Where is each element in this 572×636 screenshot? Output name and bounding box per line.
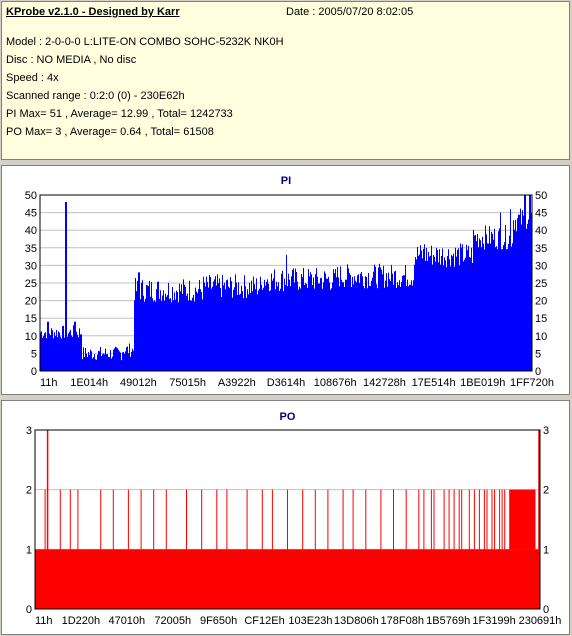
pi-y-tick-right: 25	[535, 278, 547, 290]
pi-y-tick-left: 20	[25, 296, 37, 308]
speed-line: Speed : 4x	[6, 72, 59, 84]
scan-date: Date : 2005/07/20 8:02:05	[286, 6, 414, 18]
pi-plot-border	[39, 194, 533, 372]
pi-y-tick-right: 15	[535, 313, 547, 325]
po-y-tick-right: 2	[543, 485, 549, 497]
disc-line: Disc : NO MEDIA , No disc	[6, 54, 137, 66]
pi-y-tick-right: 30	[535, 260, 547, 272]
pi-y-tick-right: 5	[535, 348, 541, 360]
pi-y-tick-right: 35	[535, 243, 547, 255]
po-stats-line: PO Max= 3 , Average= 0.64 , Total= 61508	[6, 126, 214, 138]
po-x-tick: 9F650h	[200, 615, 237, 627]
pi-y-tick-left: 10	[25, 331, 37, 343]
po-x-tick: 11h	[35, 615, 53, 627]
pi-y-tick-right: 40	[535, 225, 547, 237]
po-x-tick: CF12Eh	[244, 615, 284, 627]
po-y-tick-right: 1	[543, 544, 549, 556]
po-series-base	[35, 549, 540, 609]
pi-x-tick: 1FF720h	[510, 377, 554, 389]
pi-x-tick: D3614h	[267, 377, 306, 389]
pi-x-tick: 75015h	[169, 377, 206, 389]
pi-y-tick-left: 5	[31, 348, 37, 360]
po-x-tick: 1D220h	[62, 615, 101, 627]
pi-y-tick-right: 45	[535, 208, 547, 220]
pi-x-tick: 142728h	[363, 377, 406, 389]
pi-y-tick-left: 35	[25, 243, 37, 255]
po-x-tick: 72005h	[154, 615, 191, 627]
po-y-tick-right: 0	[543, 604, 549, 616]
po-chart-panel: PO 0 0 1 1 2 2 3 3 11h 1D220h 47010h 72005h 9F650h CF1…	[1, 400, 570, 635]
pi-x-tick: 17E514h	[412, 377, 456, 389]
po-series-dense-block	[509, 489, 535, 550]
po-y-tick-left: 3	[26, 425, 32, 437]
pi-chart-panel: PI 0 0 5 5 10 10 15 15 20 20 25 25 30 30 35 35 40 40 45 45 50…	[1, 165, 570, 395]
pi-x-tick: 49012h	[120, 377, 157, 389]
po-y-tick-left: 0	[26, 604, 32, 616]
po-series-spikes-3	[46, 430, 540, 550]
pi-y-tick-left: 0	[31, 366, 37, 378]
pi-x-tick: 108676h	[314, 377, 357, 389]
app-title: KProbe v2.1.0 - Designed by Karr	[6, 6, 180, 18]
pi-y-tick-right: 20	[535, 296, 547, 308]
pi-y-tick-right: 50	[535, 190, 547, 202]
po-chart: PO 0 0 1 1 2 2 3 3 11h 1D220h 47010h 72005h 9F650h CF1…	[26, 411, 562, 627]
pi-stats-line: PI Max= 51 , Average= 12.99 , Total= 124…	[6, 108, 233, 120]
po-x-tick: 1B5769h	[426, 615, 470, 627]
pi-x-tick: 11h	[40, 377, 58, 389]
pi-y-tick-left: 40	[25, 225, 37, 237]
info-panel: KProbe v2.1.0 - Designed by Karr Date : …	[1, 1, 570, 160]
po-x-tick: 47010h	[108, 615, 145, 627]
po-chart-title: PO	[280, 411, 296, 423]
po-x-tick: 13D806h	[334, 615, 379, 627]
po-x-tick: 230691h	[519, 615, 562, 627]
po-y-tick-left: 1	[26, 544, 32, 556]
pi-y-tick-left: 30	[25, 260, 37, 272]
scanned-range-line: Scanned range : 0:2:0 (0) - 230E62h	[6, 90, 185, 102]
pi-x-tick: A3922h	[218, 377, 256, 389]
po-x-tick: 178F08h	[381, 615, 424, 627]
pi-y-tick-right: 10	[535, 331, 547, 343]
po-plot-border	[34, 429, 541, 610]
pi-y-tick-right: 0	[535, 366, 541, 378]
model-line: Model : 2-0-0-0 L:LITE-ON COMBO SOHC-523…	[6, 36, 284, 48]
pi-x-tick: 1E014h	[70, 377, 108, 389]
po-x-tick: 1F3199h	[472, 615, 515, 627]
pi-x-tick: 1BE019h	[460, 377, 505, 389]
pi-y-tick-left: 15	[25, 313, 37, 325]
po-x-tick: 103E23h	[288, 615, 332, 627]
pi-chart: PI 0 0 5 5 10 10 15 15 20 20 25 25 30 30 35 35 40 40 45 45 50…	[25, 175, 554, 389]
pi-y-tick-left: 50	[25, 190, 37, 202]
pi-y-tick-left: 25	[25, 278, 37, 290]
pi-y-tick-left: 45	[25, 208, 37, 220]
po-y-tick-left: 2	[26, 485, 32, 497]
pi-chart-title: PI	[281, 175, 291, 187]
po-y-tick-right: 3	[543, 425, 549, 437]
